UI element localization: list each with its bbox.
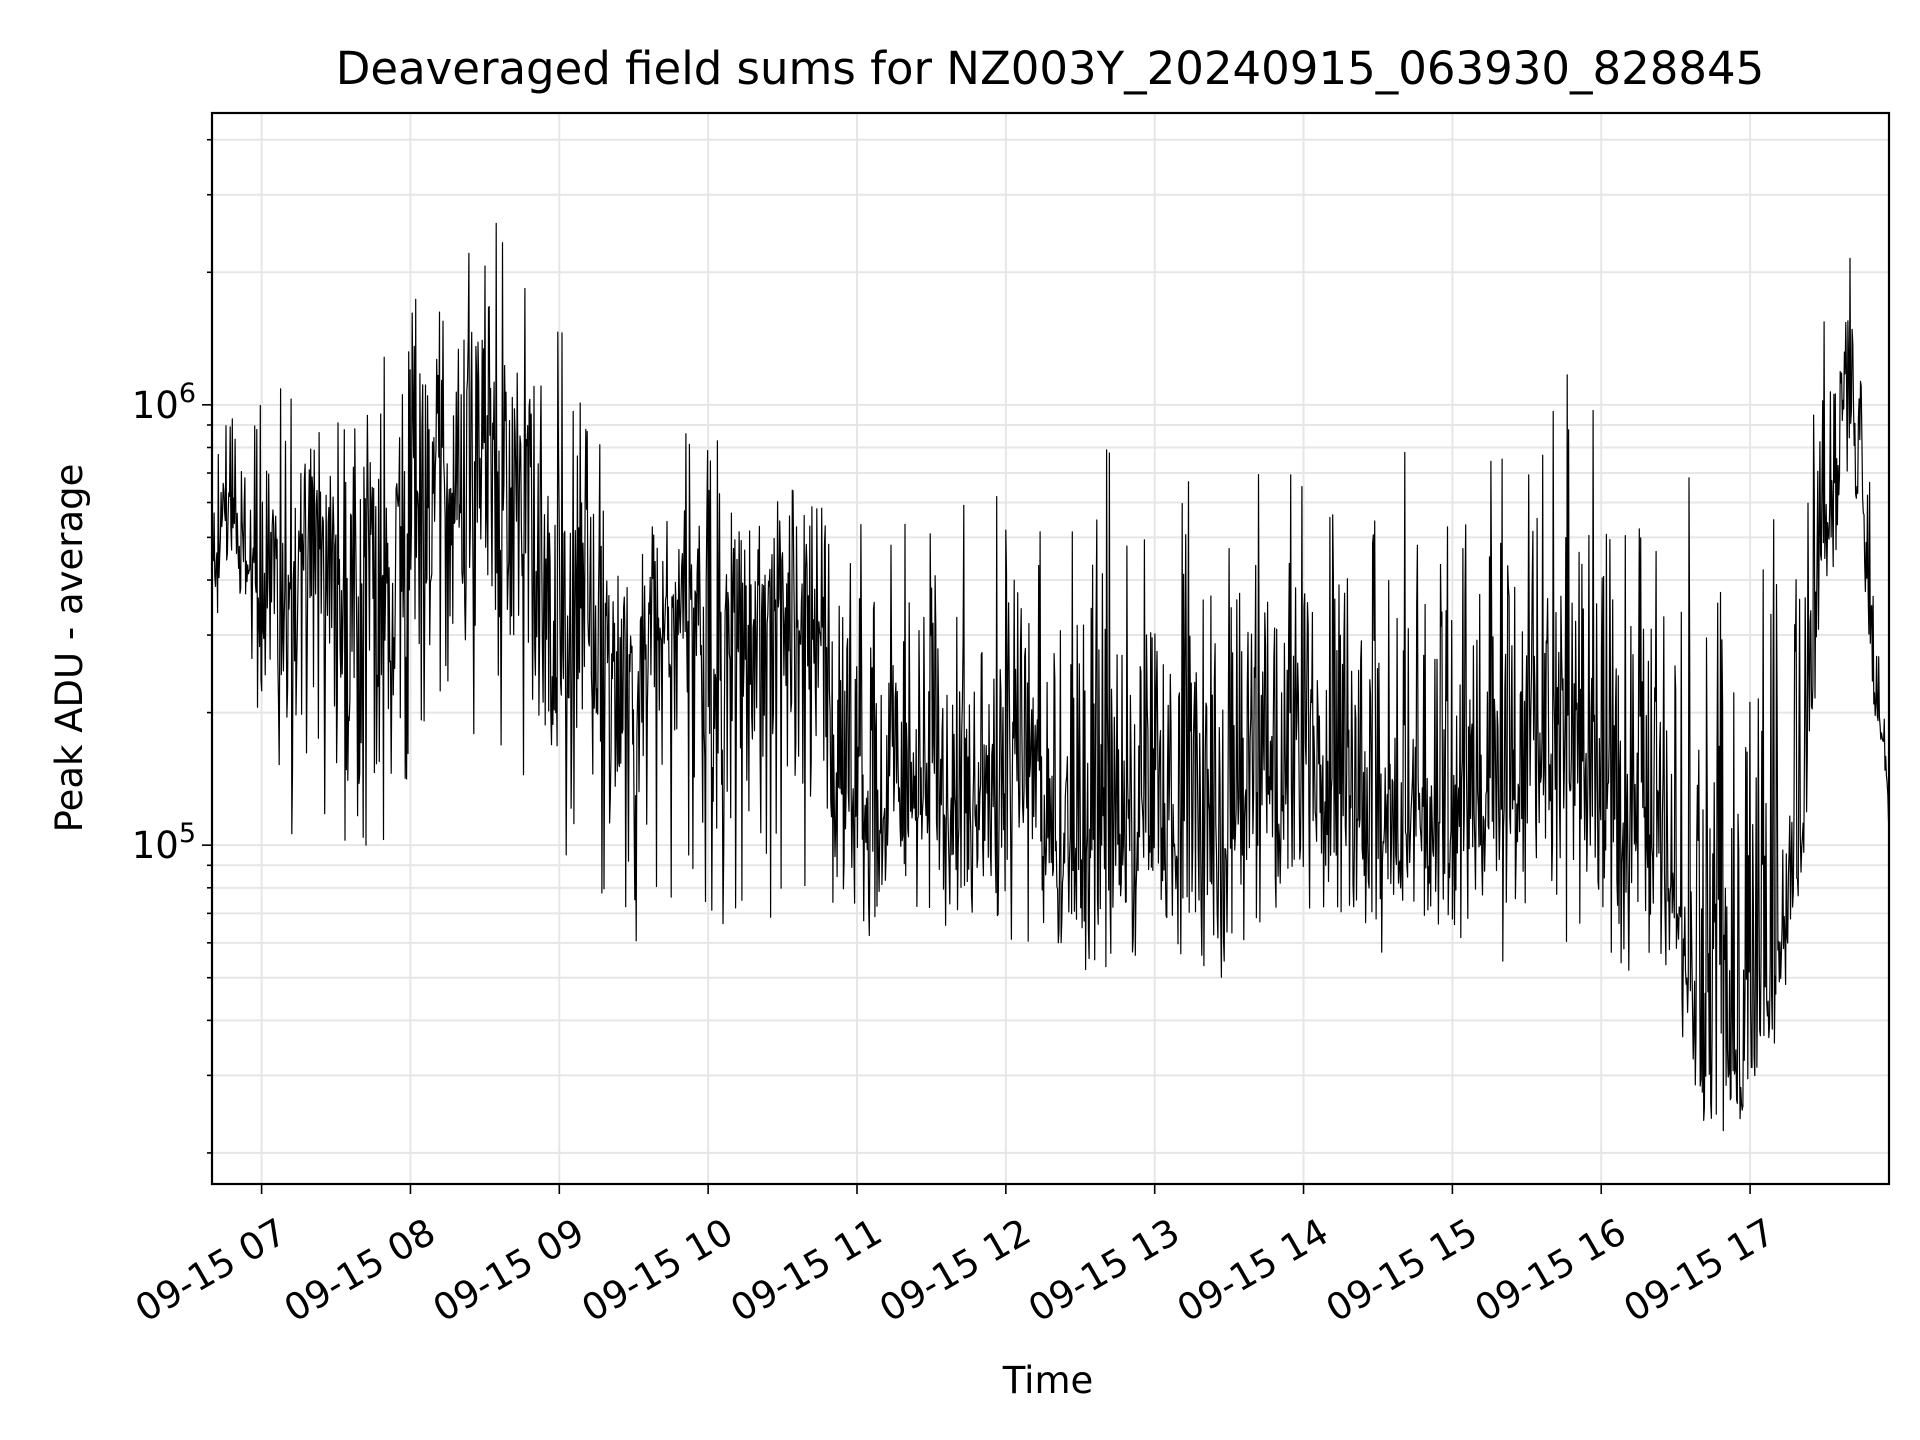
y-tick-label: 106 <box>132 378 196 427</box>
y-axis: 105 106 <box>132 138 212 1154</box>
y-axis-label: Peak ADU - average <box>48 464 91 833</box>
chart-title: Deaveraged field sums for NZ003Y_2024091… <box>336 42 1765 95</box>
plot-frame <box>210 111 1891 1186</box>
x-axis-label: Time <box>1002 1359 1094 1402</box>
y-tick-label: 105 <box>132 818 196 867</box>
series-line <box>211 222 1890 1132</box>
